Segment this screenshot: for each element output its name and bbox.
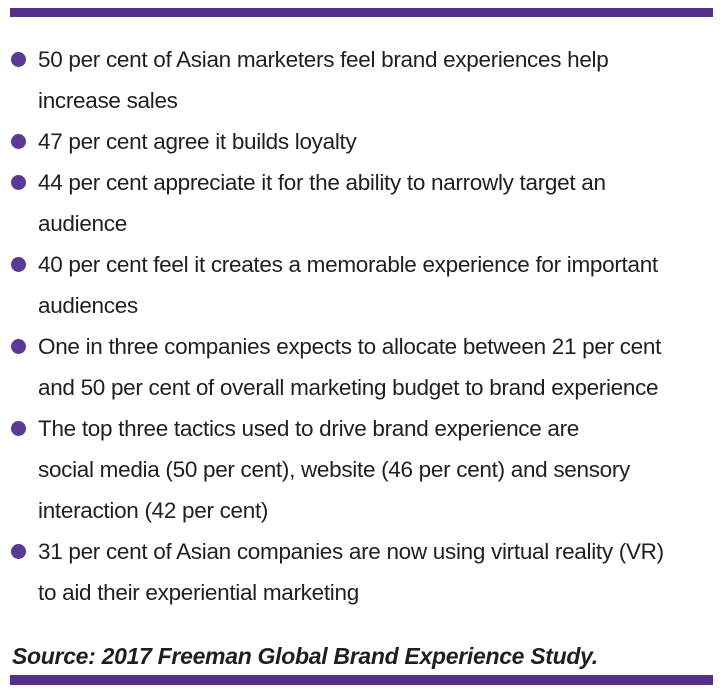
fact-line: audiences (38, 293, 138, 318)
top-divider-rule (10, 8, 713, 17)
fact-line: 47 per cent agree it builds loyalty (38, 129, 357, 154)
bullet-icon (11, 175, 26, 190)
fact-text: 40 per cent feel it creates a memorable … (38, 244, 658, 326)
fact-list-item: 47 per cent agree it builds loyalty (11, 121, 719, 162)
fact-line: social media (50 per cent), website (46 … (38, 457, 631, 482)
bottom-divider-rule (10, 675, 713, 685)
fact-line: One in three companies expects to alloca… (38, 334, 662, 359)
fact-text: 50 per cent of Asian marketers feel bran… (38, 39, 609, 121)
bullet-icon (11, 52, 26, 67)
bullet-icon (11, 257, 26, 272)
fact-text: The top three tactics used to drive bran… (38, 408, 630, 531)
bullet-icon (11, 134, 26, 149)
fact-text: One in three companies expects to alloca… (38, 326, 661, 408)
bullet-icon (11, 339, 26, 354)
fact-line: 40 per cent feel it creates a memorable … (38, 252, 658, 277)
fact-text: 44 per cent appreciate it for the abilit… (38, 162, 606, 244)
fact-line: interaction (42 per cent) (38, 498, 269, 523)
fact-line: audience (38, 211, 127, 236)
fact-text: 31 per cent of Asian companies are now u… (38, 531, 664, 613)
fact-text: 47 per cent agree it builds loyalty (38, 121, 357, 162)
fact-list-item: 31 per cent of Asian companies are now u… (11, 531, 719, 613)
fact-list: 50 per cent of Asian marketers feel bran… (11, 39, 719, 613)
fact-list-item: The top three tactics used to drive bran… (11, 408, 719, 531)
fact-line: increase sales (38, 88, 178, 113)
fact-line: 50 per cent of Asian marketers feel bran… (38, 47, 609, 72)
fact-list-item: One in three companies expects to alloca… (11, 326, 719, 408)
bullet-icon (11, 544, 26, 559)
fact-list-item: 40 per cent feel it creates a memorable … (11, 244, 719, 326)
fact-list-item: 44 per cent appreciate it for the abilit… (11, 162, 719, 244)
fact-list-item: 50 per cent of Asian marketers feel bran… (11, 39, 719, 121)
fact-line: The top three tactics used to drive bran… (38, 416, 580, 441)
fact-line: 31 per cent of Asian companies are now u… (38, 539, 664, 564)
source-attribution: Source: 2017 Freeman Global Brand Experi… (12, 643, 598, 669)
fact-line: and 50 per cent of overall marketing bud… (38, 375, 659, 400)
fact-line: to aid their experiential marketing (38, 580, 359, 605)
fact-line: 44 per cent appreciate it for the abilit… (38, 170, 606, 195)
bullet-icon (11, 421, 26, 436)
